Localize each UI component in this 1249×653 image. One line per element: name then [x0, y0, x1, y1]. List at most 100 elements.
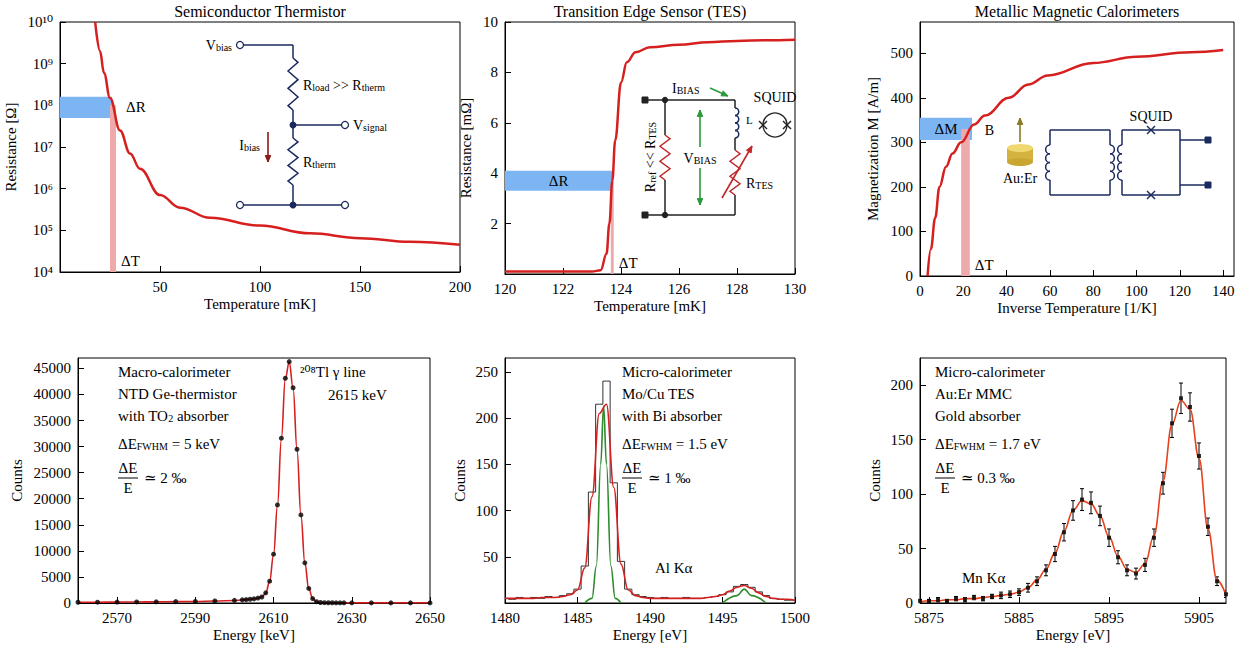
- svg-text:FWHM: FWHM: [954, 441, 985, 452]
- svg-text:500: 500: [891, 45, 914, 61]
- svg-text:V: V: [353, 118, 363, 133]
- svg-text:≃ 0.3 ‰: ≃ 0.3 ‰: [961, 470, 1015, 486]
- svg-text:100: 100: [1125, 283, 1148, 299]
- svg-text:Mo/Cu TES: Mo/Cu TES: [622, 386, 695, 402]
- svg-text:15000: 15000: [34, 517, 72, 533]
- svg-text:0: 0: [64, 595, 72, 611]
- svg-text:4: 4: [491, 165, 499, 181]
- svg-text:1495: 1495: [708, 610, 738, 626]
- svg-text:126: 126: [668, 281, 691, 297]
- svg-text:2590: 2590: [180, 610, 210, 626]
- svg-text:Counts: Counts: [9, 459, 25, 502]
- svg-text:120: 120: [494, 281, 517, 297]
- svg-text:0: 0: [906, 595, 914, 611]
- svg-text:5895: 5895: [1094, 610, 1124, 626]
- svg-text:ΔE: ΔE: [936, 460, 955, 476]
- svg-text:Gold absorber: Gold absorber: [935, 408, 1020, 424]
- svg-text:120: 120: [1169, 283, 1192, 299]
- svg-text:B⃗: B⃗: [985, 123, 1005, 138]
- svg-text:10⁹: 10⁹: [33, 56, 53, 72]
- svg-text:200: 200: [476, 410, 499, 426]
- svg-text:Temperature [mK]: Temperature [mK]: [204, 296, 316, 312]
- svg-text:≃ 2 ‰: ≃ 2 ‰: [144, 470, 187, 486]
- svg-text:Counts: Counts: [452, 459, 468, 502]
- svg-text:200: 200: [891, 377, 914, 393]
- svg-text:ΔT: ΔT: [975, 257, 994, 273]
- svg-text:I: I: [239, 138, 244, 153]
- svg-text:Mn Kα: Mn Kα: [962, 570, 1005, 586]
- svg-text:2630: 2630: [337, 610, 367, 626]
- svg-text:Magnetization M [A/m]: Magnetization M [A/m]: [865, 77, 881, 221]
- svg-text:100: 100: [249, 279, 272, 295]
- svg-text:10000: 10000: [34, 543, 72, 559]
- svg-text:ΔT: ΔT: [121, 253, 140, 269]
- svg-text:35000: 35000: [34, 413, 72, 429]
- svg-text:100: 100: [891, 486, 914, 502]
- svg-text:6: 6: [491, 115, 499, 131]
- svg-text:Resistance [Ω]: Resistance [Ω]: [3, 102, 19, 191]
- svg-text:SQUID: SQUID: [1130, 109, 1173, 124]
- svg-text:10⁸: 10⁸: [33, 97, 53, 113]
- svg-text:therm: therm: [362, 82, 386, 93]
- svg-text:bias: bias: [244, 142, 260, 153]
- svg-text:1485: 1485: [563, 610, 593, 626]
- svg-text:ΔE: ΔE: [118, 436, 137, 452]
- svg-text:Micro-calorimeter: Micro-calorimeter: [935, 364, 1045, 380]
- svg-text:50: 50: [898, 541, 913, 557]
- svg-text:40: 40: [999, 283, 1014, 299]
- svg-text:80: 80: [1086, 283, 1101, 299]
- svg-text:Al Kα: Al Kα: [655, 560, 693, 576]
- svg-text:124: 124: [610, 281, 633, 297]
- svg-text:²⁰⁸Tl γ line: ²⁰⁸Tl γ line: [300, 364, 366, 380]
- svg-text:Energy [keV]: Energy [keV]: [213, 627, 295, 643]
- svg-text:signal: signal: [363, 122, 387, 133]
- svg-text:ΔE: ΔE: [623, 460, 642, 476]
- svg-text:Resistance [mΩ]: Resistance [mΩ]: [458, 98, 474, 199]
- svg-text:Energy [eV]: Energy [eV]: [1036, 627, 1110, 643]
- svg-text:45000: 45000: [34, 360, 72, 376]
- svg-text:130: 130: [784, 281, 807, 297]
- svg-text:10¹⁰: 10¹⁰: [27, 14, 53, 30]
- svg-text:100: 100: [476, 503, 499, 519]
- svg-text:2: 2: [491, 216, 499, 232]
- svg-text:128: 128: [726, 281, 749, 297]
- svg-text:Metallic Magnetic Calorimeters: Metallic Magnetic Calorimeters: [975, 3, 1179, 21]
- svg-text:ΔM: ΔM: [934, 121, 957, 137]
- svg-text:bias: bias: [216, 42, 232, 53]
- svg-text:400: 400: [891, 90, 914, 106]
- svg-text:10: 10: [483, 14, 498, 30]
- svg-text:BIAS: BIAS: [694, 155, 717, 166]
- svg-text:Counts: Counts: [867, 459, 883, 502]
- svg-text:= 1.7 eV: = 1.7 eV: [985, 436, 1041, 452]
- svg-text:8: 8: [491, 64, 499, 80]
- svg-text:122: 122: [552, 281, 575, 297]
- svg-text:140: 140: [1212, 283, 1235, 299]
- svg-text:2570: 2570: [102, 610, 132, 626]
- svg-text:100: 100: [891, 223, 914, 239]
- svg-text:2610: 2610: [259, 610, 289, 626]
- svg-text:TES: TES: [647, 122, 658, 140]
- svg-text:10⁵: 10⁵: [33, 222, 53, 238]
- svg-text:E: E: [627, 480, 636, 496]
- svg-text:Semiconductor Thermistor: Semiconductor Thermistor: [174, 3, 346, 20]
- svg-text:with TO: with TO: [118, 408, 168, 424]
- svg-text:≃ 1 ‰: ≃ 1 ‰: [648, 470, 691, 486]
- svg-text:with Bi absorber: with Bi absorber: [622, 408, 722, 424]
- svg-text:SQUID: SQUID: [754, 90, 797, 105]
- svg-text:10⁷: 10⁷: [33, 139, 53, 155]
- svg-text:absorber: absorber: [173, 408, 228, 424]
- svg-text:2615 keV: 2615 keV: [328, 387, 387, 403]
- svg-text:2650: 2650: [415, 610, 445, 626]
- svg-text:Au:Er MMC: Au:Er MMC: [935, 386, 1012, 402]
- svg-text:ΔE: ΔE: [622, 436, 641, 452]
- svg-text:200: 200: [449, 279, 472, 295]
- svg-text:50: 50: [483, 549, 498, 565]
- svg-text:V: V: [206, 38, 216, 53]
- svg-text:Inverse Temperature [1/K]: Inverse Temperature [1/K]: [997, 300, 1156, 316]
- svg-text:1500: 1500: [780, 610, 810, 626]
- svg-text:10⁴: 10⁴: [33, 264, 53, 280]
- svg-text:TES: TES: [755, 180, 773, 191]
- svg-text:ΔE: ΔE: [119, 460, 138, 476]
- svg-text:20: 20: [956, 283, 971, 299]
- svg-text:0: 0: [906, 268, 914, 284]
